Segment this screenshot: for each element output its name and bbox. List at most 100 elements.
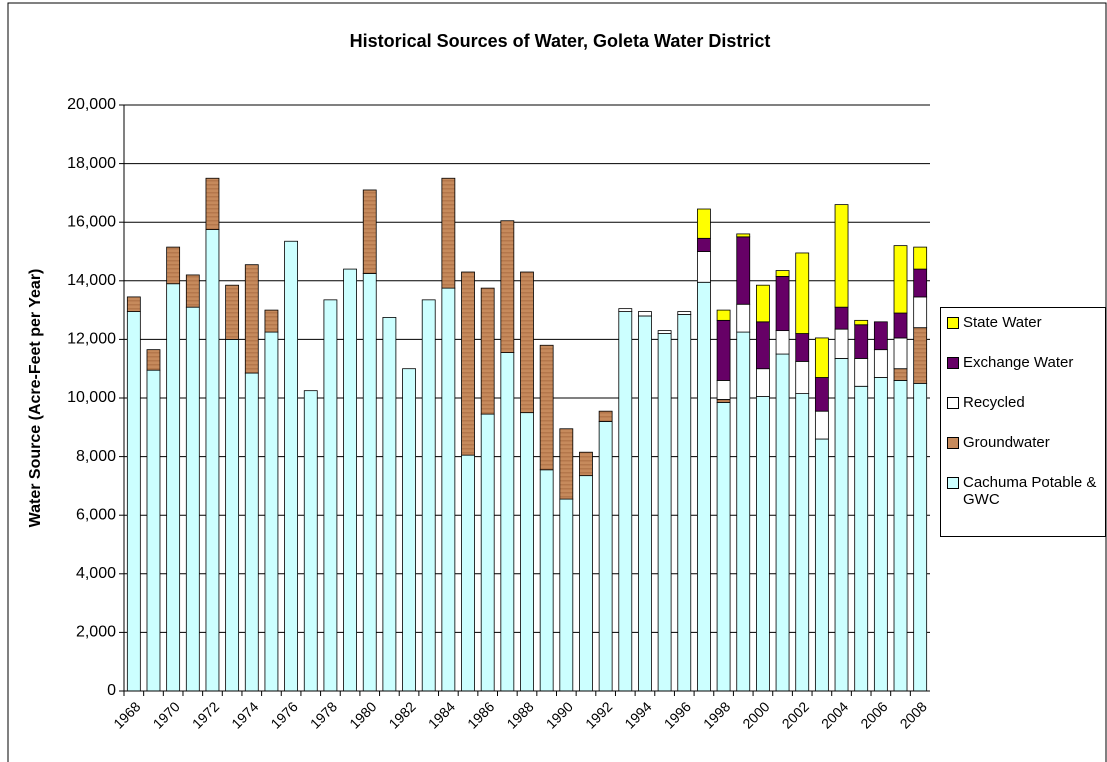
x-tick-label: 2006: [857, 698, 890, 731]
bar-segment: [795, 252, 810, 334]
bar-segment: [579, 475, 593, 692]
y-tick-label: 8,000: [76, 448, 116, 465]
bar-segment: [461, 271, 475, 456]
x-tick-label: 1994: [621, 698, 654, 731]
bar-segment: [775, 270, 790, 277]
y-tick-label: 20,000: [67, 96, 116, 113]
x-tick-label: 1980: [346, 698, 379, 731]
bar-segment: [873, 321, 888, 351]
bar-segment: [677, 311, 692, 315]
x-tick-label: 1992: [582, 698, 615, 731]
bar-segment: [402, 368, 416, 692]
bar-segment: [775, 330, 790, 355]
bar-segment: [559, 428, 574, 500]
bar-segment: [126, 296, 141, 312]
bar-segment: [618, 311, 633, 692]
x-tick-label: 1982: [385, 698, 418, 731]
legend-swatch: [947, 477, 959, 489]
bar-segment: [559, 498, 574, 692]
legend-item: Cachuma Potable & GWC: [947, 474, 1105, 508]
bar-segment: [421, 299, 436, 692]
bar-segment: [539, 469, 554, 692]
bar-segment: [500, 352, 515, 692]
bar-segment: [205, 177, 220, 230]
x-tick-label: 2002: [779, 698, 812, 731]
bar-segment: [618, 308, 633, 312]
bar-segment: [854, 358, 869, 387]
y-tick-label: 12,000: [67, 331, 116, 348]
bar-segment: [362, 273, 377, 692]
bar-segment: [264, 309, 279, 333]
bar-segment: [756, 321, 770, 370]
y-tick-label: 0: [107, 682, 116, 699]
bar-segment: [716, 399, 731, 403]
bar-segment: [893, 368, 908, 381]
legend-swatch: [947, 437, 959, 449]
bar-segment: [480, 287, 495, 415]
bar-segment: [913, 327, 928, 384]
bar-segment: [264, 331, 279, 692]
legend-swatch: [947, 317, 959, 329]
bar-segment: [814, 337, 829, 378]
bar-segment: [756, 284, 770, 323]
bar-segment: [913, 296, 928, 329]
bar-segment: [520, 412, 534, 692]
bar-segment: [716, 319, 731, 381]
x-tick-label: 1998: [700, 698, 733, 731]
bar-segment: [146, 369, 161, 692]
y-tick-label: 4,000: [76, 565, 116, 582]
legend-label: Exchange Water: [963, 354, 1074, 371]
bar-segment: [343, 268, 357, 692]
x-tick-label: 1990: [543, 698, 576, 731]
legend-item: Groundwater: [947, 434, 1105, 451]
bar-segment: [185, 274, 200, 308]
bar-segment: [795, 360, 810, 395]
bar-segment: [834, 306, 849, 330]
bar-segment: [736, 233, 751, 238]
bar-segment: [736, 236, 751, 305]
bar-segment: [775, 276, 790, 332]
bar-segment: [146, 349, 161, 371]
x-tick-label: 1986: [464, 698, 497, 731]
legend-item: State Water: [947, 314, 1105, 331]
bar-segment: [913, 246, 928, 270]
bar-segment: [500, 220, 515, 353]
bar-segment: [716, 380, 731, 400]
legend-swatch: [947, 397, 959, 409]
y-tick-label: 16,000: [67, 213, 116, 230]
bar-segment: [697, 281, 711, 692]
bar-segment: [520, 271, 534, 414]
x-tick-label: 1988: [503, 698, 536, 731]
bar-segment: [913, 268, 928, 298]
bar-segment: [225, 338, 240, 692]
bar-segment: [244, 264, 259, 374]
bar-segment: [657, 333, 672, 692]
x-tick-label: 1984: [425, 698, 458, 731]
bar-segment: [166, 246, 181, 285]
bar-segment: [205, 229, 220, 692]
bar-segment: [323, 299, 338, 692]
bar-segment: [579, 451, 593, 477]
bar-segment: [854, 319, 869, 326]
legend-item: Exchange Water: [947, 354, 1105, 371]
bar-segment: [893, 337, 908, 370]
legend-item: Recycled: [947, 394, 1105, 411]
bar-segment: [736, 331, 751, 692]
bar-segment: [814, 377, 829, 412]
bar-segment: [362, 189, 377, 274]
legend-label: State Water: [963, 314, 1042, 331]
x-tick-label: 1968: [110, 698, 143, 731]
bar-segment: [873, 349, 888, 378]
y-tick-label: 14,000: [67, 272, 116, 289]
bar-segment: [697, 251, 711, 283]
y-tick-label: 18,000: [67, 155, 116, 172]
bar-segment: [834, 358, 849, 692]
bar-segment: [893, 312, 908, 339]
bar-segment: [657, 330, 672, 334]
chart-title: Historical Sources of Water, Goleta Wate…: [350, 31, 771, 51]
legend-swatch: [947, 357, 959, 369]
bar-segment: [441, 177, 456, 289]
bar-segment: [795, 393, 810, 692]
